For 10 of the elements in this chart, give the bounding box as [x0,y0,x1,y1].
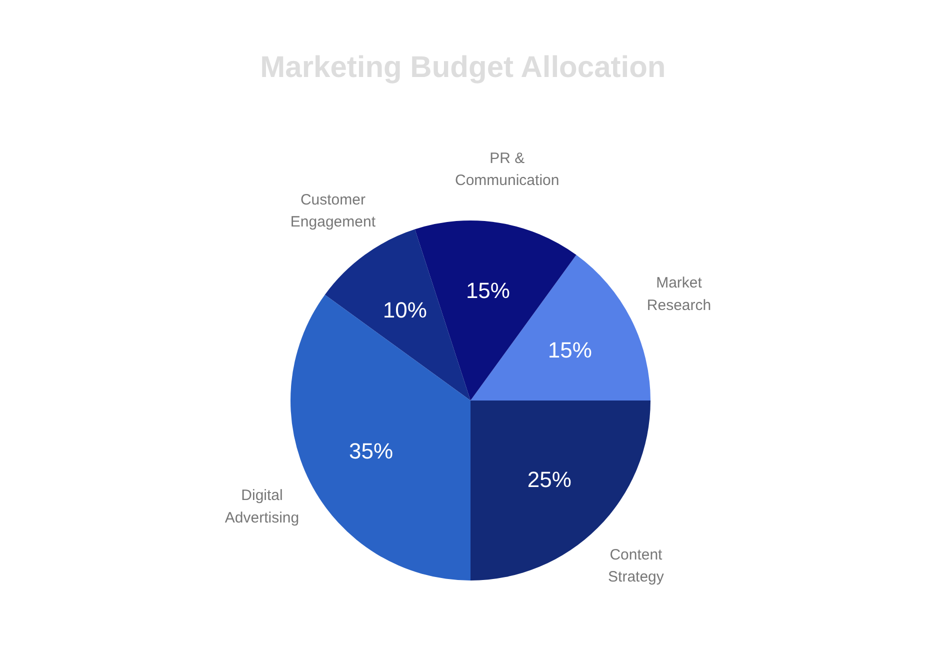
data-label: 25% [527,466,572,492]
data-label: 15% [548,337,592,362]
slice-label: PR & Communication [455,150,560,189]
slice-label: Market Research [646,274,712,314]
data-label: 15% [466,278,510,303]
slice-label: Customer Engagement [290,192,376,231]
data-label: 10% [382,298,427,323]
data-label: 35% [349,438,394,464]
slice-label: Digital Advertising [224,487,300,526]
slice-label: Content Strategy [608,546,664,586]
